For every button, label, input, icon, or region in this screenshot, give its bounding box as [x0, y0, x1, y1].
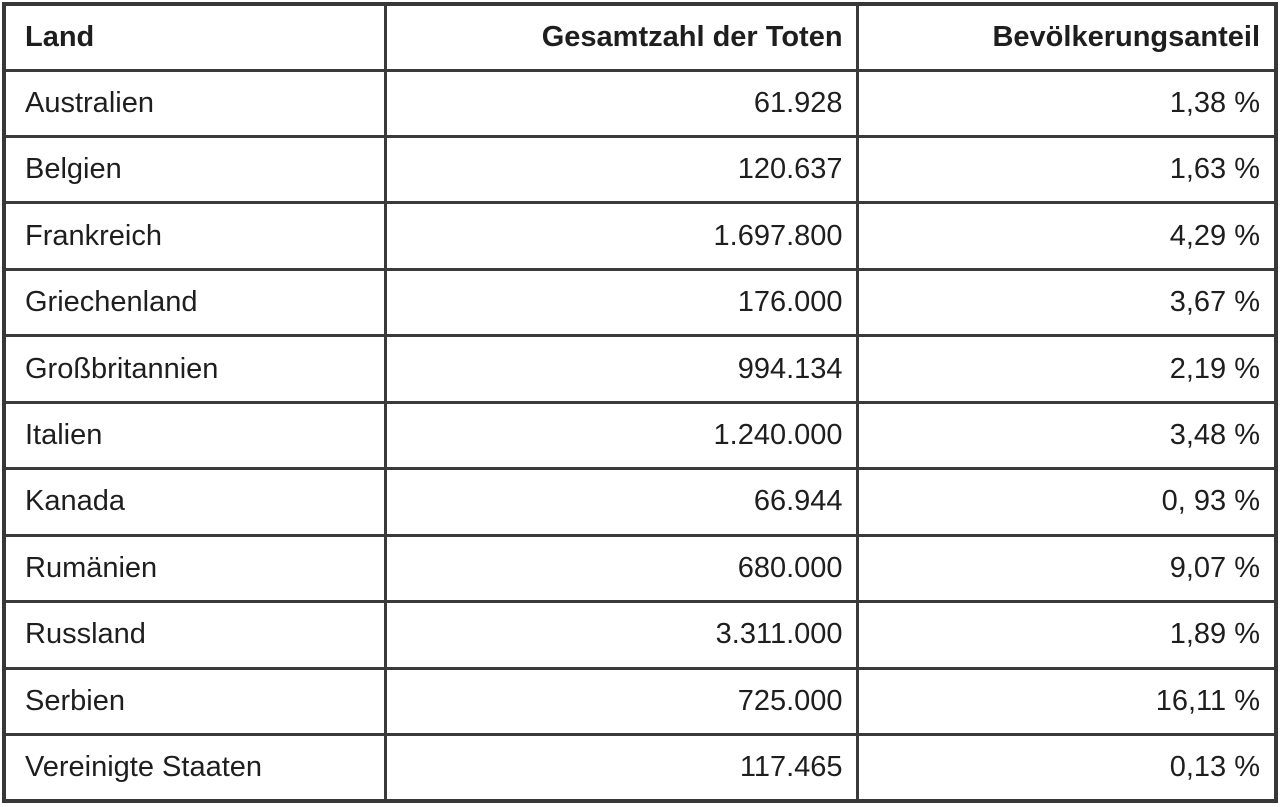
table-row: Kanada 66.944 0, 93 %	[2, 467, 1278, 537]
cell-country: Serbien	[2, 666, 388, 737]
table-row: Belgien 120.637 1,63 %	[2, 134, 1278, 205]
cell-total-deaths: 66.944	[384, 467, 859, 537]
cell-total-deaths: 680.000	[384, 533, 859, 604]
cell-population-share: 16,11 %	[855, 666, 1278, 737]
cell-population-share: 1,38 %	[855, 68, 1278, 138]
table-row: Griechenland 176.000 3,67 %	[2, 267, 1278, 338]
table-row: Australien 61.928 1,38 %	[2, 68, 1278, 138]
table-body: Australien 61.928 1,38 % Belgien 120.637 1,63…	[2, 68, 1278, 803]
cell-population-share: 0, 93 %	[855, 467, 1278, 537]
column-header-land: Land	[2, 2, 388, 72]
cell-country: Australien	[2, 68, 388, 138]
table-row: Italien 1.240.000 3,48 %	[2, 400, 1278, 471]
cell-total-deaths: 1.240.000	[384, 400, 859, 471]
cell-country: Großbritannien	[2, 334, 388, 404]
table-row: Rumänien 680.000 9,07 %	[2, 533, 1278, 604]
cell-population-share: 9,07 %	[855, 533, 1278, 604]
column-header-population-share: Bevölkerungsanteil	[855, 2, 1278, 72]
cell-population-share: 0,13 %	[855, 733, 1278, 803]
cell-total-deaths: 994.134	[384, 334, 859, 404]
cell-country: Kanada	[2, 467, 388, 537]
cell-population-share: 4,29 %	[855, 201, 1278, 271]
cell-total-deaths: 725.000	[384, 666, 859, 737]
cell-population-share: 3,67 %	[855, 267, 1278, 338]
cell-country: Griechenland	[2, 267, 388, 338]
cell-total-deaths: 3.311.000	[384, 600, 859, 670]
cell-population-share: 2,19 %	[855, 334, 1278, 404]
cell-total-deaths: 1.697.800	[384, 201, 859, 271]
header-row: Land Gesamtzahl der Toten Bevölkerungsan…	[2, 2, 1278, 72]
table-row: Frankreich 1.697.800 4,29 %	[2, 201, 1278, 271]
table-row: Russland 3.311.000 1,89 %	[2, 600, 1278, 670]
cell-population-share: 1,89 %	[855, 600, 1278, 670]
cell-total-deaths: 120.637	[384, 134, 859, 205]
cell-population-share: 1,63 %	[855, 134, 1278, 205]
cell-population-share: 3,48 %	[855, 400, 1278, 471]
cell-total-deaths: 61.928	[384, 68, 859, 138]
column-header-total-deaths: Gesamtzahl der Toten	[384, 2, 859, 72]
cell-total-deaths: 117.465	[384, 733, 859, 803]
cell-country: Frankreich	[2, 201, 388, 271]
table-row: Großbritannien 994.134 2,19 %	[2, 334, 1278, 404]
cell-country: Italien	[2, 400, 388, 471]
cell-country: Rumänien	[2, 533, 388, 604]
cell-country: Belgien	[2, 134, 388, 205]
cell-country: Russland	[2, 600, 388, 670]
table-row: Serbien 725.000 16,11 %	[2, 666, 1278, 737]
table-row: Vereinigte Staaten 117.465 0,13 %	[2, 733, 1278, 803]
cell-total-deaths: 176.000	[384, 267, 859, 338]
cell-country: Vereinigte Staaten	[2, 733, 388, 803]
table-header: Land Gesamtzahl der Toten Bevölkerungsan…	[2, 2, 1278, 72]
